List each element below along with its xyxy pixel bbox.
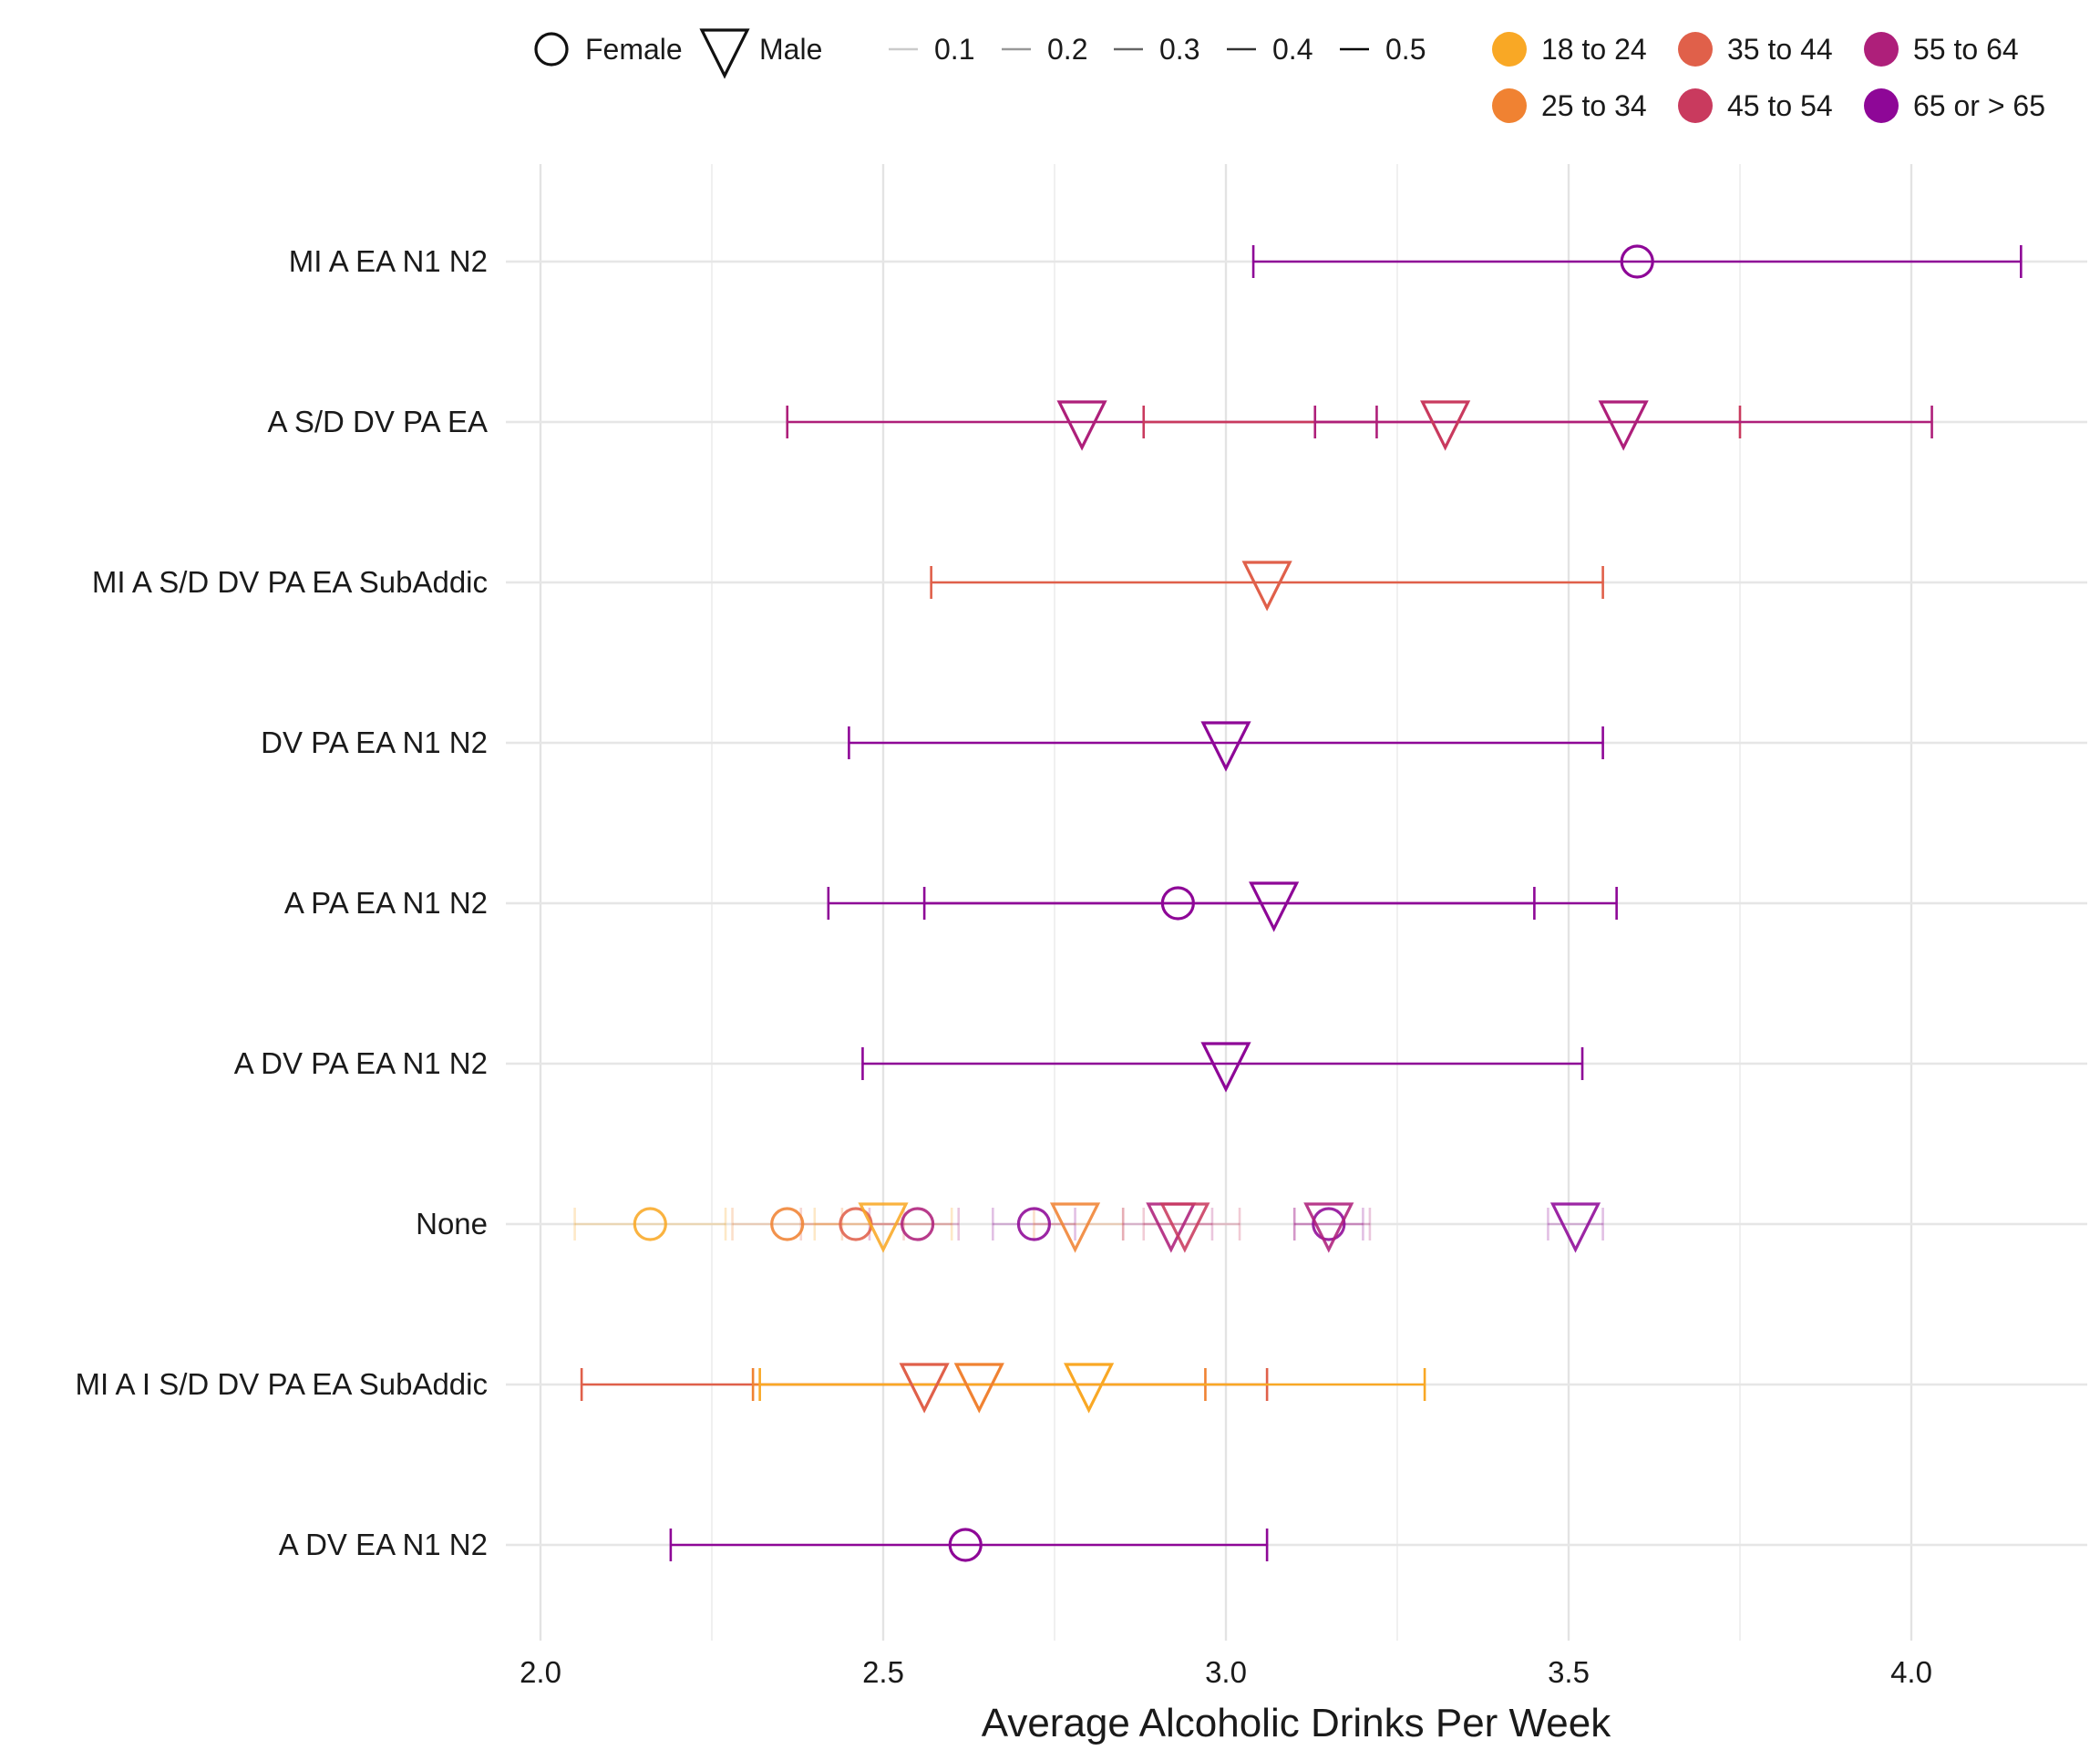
legend: Female Male 0.1 0.2 0.3 0.4 0.5 18 to 24 25 to 3… (534, 28, 2045, 123)
y-tick-label: A DV PA EA N1 N2 (234, 1046, 488, 1080)
data-point-group (1547, 1208, 1604, 1240)
point-female (770, 1207, 805, 1241)
y-tick-label: A DV EA N1 N2 (279, 1528, 488, 1561)
data-point-group (930, 566, 1604, 599)
data-point-group (758, 1368, 1426, 1401)
legend-alpha-label: 0.1 (934, 33, 974, 66)
point-female (1620, 244, 1654, 279)
y-tick-label: DV PA EA N1 N2 (261, 726, 488, 759)
x-tick-label: 3.5 (1548, 1655, 1590, 1689)
y-tick-label: A PA EA N1 N2 (284, 886, 488, 920)
legend-age-label: 65 or > 65 (1913, 89, 2045, 122)
point-female (1312, 1207, 1346, 1241)
data-point-group (848, 726, 1604, 759)
point-male (1159, 1202, 1210, 1253)
data-point-group (861, 1047, 1584, 1080)
legend-female-symbol (534, 32, 569, 67)
x-axis-title: Average Alcoholic Drinks Per Week (982, 1701, 1611, 1745)
data-point-group (573, 1208, 727, 1240)
legend-alpha-label: 0.2 (1047, 33, 1087, 66)
legend-age-swatch (1864, 88, 1899, 123)
data-point-group (1033, 1208, 1125, 1240)
data-point-group (1313, 406, 1933, 438)
legend-age-swatch (1492, 88, 1527, 123)
point-male (1056, 400, 1107, 451)
data-marks (573, 244, 2023, 1562)
point-female (948, 1528, 983, 1562)
point-male (1049, 1202, 1101, 1253)
data-point-group (669, 1529, 1269, 1561)
y-tick-label: None (416, 1207, 488, 1240)
legend-age-swatch (1678, 32, 1713, 67)
point-male (1249, 881, 1300, 932)
legend-age-swatch (1864, 32, 1899, 67)
y-tick-label: MI A EA N1 N2 (289, 244, 488, 278)
point-male (1200, 1042, 1251, 1093)
point-male (1598, 400, 1649, 451)
legend-age-label: 55 to 64 (1913, 33, 2019, 66)
point-male (899, 1363, 950, 1414)
data-point-group (731, 1208, 844, 1240)
point-male (1420, 400, 1471, 451)
data-point-group (1251, 245, 2023, 278)
data-point-group (1292, 1208, 1364, 1240)
point-female (1160, 886, 1195, 921)
legend-alpha-label: 0.5 (1385, 33, 1426, 66)
point-male (1303, 1202, 1354, 1253)
legend-age-swatch (1492, 32, 1527, 67)
point-male (953, 1363, 1004, 1414)
legend-age-label: 25 to 34 (1541, 89, 1647, 122)
y-tick-label: MI A S/D DV PA EA SubAddic (92, 565, 488, 599)
y-tick-labels: MI A EA N1 N2 A S/D DV PA EA MI A S/D DV P… (76, 244, 488, 1561)
point-male (1064, 1363, 1115, 1414)
legend-female-label: Female (585, 33, 683, 66)
legend-male-symbol (699, 28, 750, 79)
y-tick-label: A S/D DV PA EA (268, 405, 489, 438)
y-tick-label: MI A I S/D DV PA EA SubAddic (76, 1367, 488, 1401)
x-tick-label: 2.5 (862, 1655, 904, 1689)
legend-age-label: 45 to 54 (1727, 89, 1833, 122)
point-female (1016, 1207, 1052, 1241)
point-male (1549, 1202, 1601, 1253)
point-female (900, 1207, 935, 1241)
data-point-group (922, 887, 1618, 920)
legend-male-label: Male (759, 33, 822, 66)
point-female (633, 1207, 667, 1241)
point-male (858, 1202, 909, 1253)
point-male (1200, 721, 1251, 772)
data-point-group (799, 1208, 905, 1240)
legend-age-swatch (1678, 88, 1713, 123)
legend-alpha-label: 0.3 (1159, 33, 1199, 66)
point-male (1241, 561, 1292, 612)
x-tick-label: 4.0 (1890, 1655, 1932, 1689)
x-tick-label: 2.0 (520, 1655, 561, 1689)
data-point-group (1292, 1208, 1372, 1240)
data-point-group (813, 1208, 953, 1240)
x-tick-labels: 2.0 2.5 3.0 3.5 4.0 (520, 1655, 1932, 1689)
legend-age-label: 35 to 44 (1727, 33, 1833, 66)
legend-alpha-label: 0.4 (1272, 33, 1312, 66)
legend-age-label: 18 to 24 (1541, 33, 1647, 66)
x-tick-label: 3.0 (1205, 1655, 1247, 1689)
